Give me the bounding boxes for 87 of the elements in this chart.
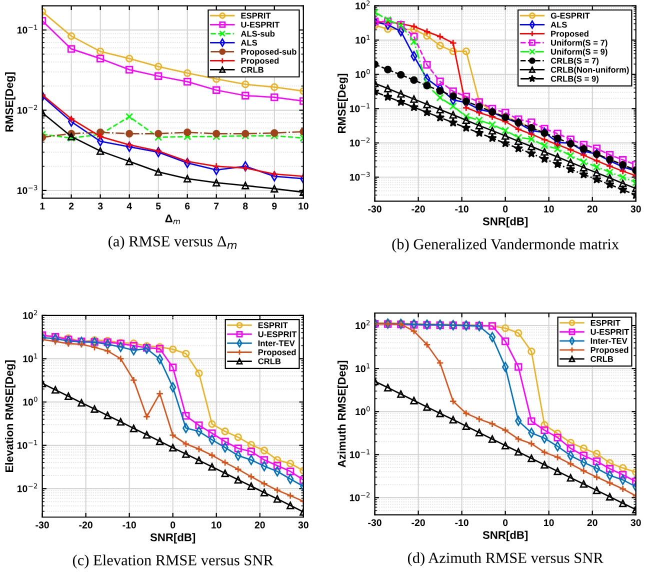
x-tick-label: 9 [272,202,277,210]
x-tick-label: 30 [630,519,641,526]
legend-label: ALS-sub [240,30,275,37]
legend-label: ALS [550,22,567,28]
legend-label: Uniform(S = 7) [551,40,608,48]
text: (b) Generalized Vandermonde matrix [392,238,619,252]
x-tick-label: 5 [156,202,161,210]
x-tick-label: 6 [185,202,190,210]
legend-label: CRLB(Non-uniform) [550,66,629,74]
x-tick-label: 0 [170,522,176,528]
text: (d) Azimuth RMSE versus SNR [408,552,604,566]
x-tick-label: 20 [254,522,265,528]
legend-label: Inter-TEV [258,340,295,346]
x-axis-title: SNR[dB] [150,533,196,544]
legend-label: Proposed [590,346,628,355]
y-tick-label: 10$^{0}$ [23,396,38,406]
x-tick-label: -30 [36,522,49,528]
x-tick-label: -20 [412,519,425,526]
y-tick-label: 10$^{−3}$ [17,185,38,194]
y-tick-label: 10$^{−2}$ [350,138,370,146]
x-tick-label: 10 [298,202,308,210]
x-tick-label: -30 [368,206,382,212]
y-tick-label: 10$^{2}$ [23,310,38,319]
y-tick-label: 10$^{0}$ [356,69,370,78]
legend-label: ALS [240,40,258,46]
y-axis-title: RMSE[Deg] [338,74,348,133]
y-tick-label: 10$^{0}$ [356,406,370,416]
y-axis-title: Azimuth RMSE[Deg] [338,360,348,468]
legend-label: CRLB [241,66,264,73]
y-tick-label: 10$^{2}$ [356,320,370,330]
x-axis-title: SNR[dB] [482,217,528,228]
legend-label: Proposed [241,58,279,66]
y-tick-label: 10$^{1}$ [23,353,38,362]
legend-label: CRLB(S = 7) [550,58,599,66]
x-tick-label: 2 [68,202,74,210]
y-tick-label: 10$^{−2}$ [17,483,38,492]
x-tick-label: 7 [214,202,219,210]
y-tick-label: 10$^{−3}$ [350,172,370,181]
x-tick-label: 10 [544,206,554,212]
x-tick-label: -10 [455,519,468,526]
text: (c) Elevation RMSE versus SNR [72,554,274,568]
y-tick-label: 10$^{−1}$ [17,440,38,449]
legend-label: G-ESPRIT [550,12,590,19]
legend-label: Inter-TEV [590,338,628,344]
x-tick-label: 0 [503,519,508,526]
y-tick-label: 10$^{−2}$ [350,492,370,502]
x-tick-label: 4 [126,202,132,210]
y-tick-label: 10$^{1}$ [356,363,370,372]
y-axis-title: Elevation RMSE[Deg] [5,360,16,472]
x-tick-label: -10 [122,522,136,528]
x-tick-label: 8 [242,202,248,210]
x-axis-title: Δ$_{m}$ [165,214,180,224]
x-tick-label: -30 [368,519,382,526]
legend-label: ESPRIT [258,322,288,328]
legend-label: CRLB(S = 9) [550,76,599,84]
x-tick-label: -10 [455,206,468,212]
x-tick-label: 0 [503,206,508,212]
x-tick-label: -20 [412,206,425,212]
y-axis-title: RMSE[Deg] [5,72,16,132]
legend-label: CRLB [258,358,281,364]
y-tick-label: 10$^{−2}$ [17,104,38,114]
x-tick-label: 1 [40,202,45,210]
y-tick-label: 10$^{2}$ [356,0,370,10]
y-tick-label: 10$^{1}$ [356,34,370,44]
x-tick-label: 10 [544,519,554,526]
legend-label: U-ESPRIT [241,22,280,28]
x-axis-title: SNR[dB] [482,530,528,542]
y-tick-label: 10$^{−1}$ [350,449,370,458]
x-tick-label: 20 [587,519,598,526]
x-tick-label: 10 [212,522,222,528]
x-tick-label: 30 [298,522,308,528]
legend-label: Proposed [258,349,296,357]
legend-label: Proposed-sub [241,48,296,56]
y-tick-label: 10$^{−1}$ [350,103,370,112]
legend-label: ESPRIT [241,12,271,19]
x-tick-label: 30 [630,206,641,212]
legend-label: U-ESPRIT [258,331,297,338]
legend-label: U-ESPRIT [590,328,630,335]
legend-label: Proposed [551,30,588,38]
x-tick-label: 3 [98,202,103,210]
x-tick-label: 20 [587,206,598,212]
y-tick-label: 10$^{−1}$ [17,24,38,34]
text: (a) RMSE versus Δ$_{m}$ [108,236,237,250]
legend-label: Uniform(S = 9) [551,48,608,56]
legend-label: CRLB [590,356,614,362]
legend-label: ESPRIT [590,320,620,326]
x-tick-label: -20 [79,522,92,528]
